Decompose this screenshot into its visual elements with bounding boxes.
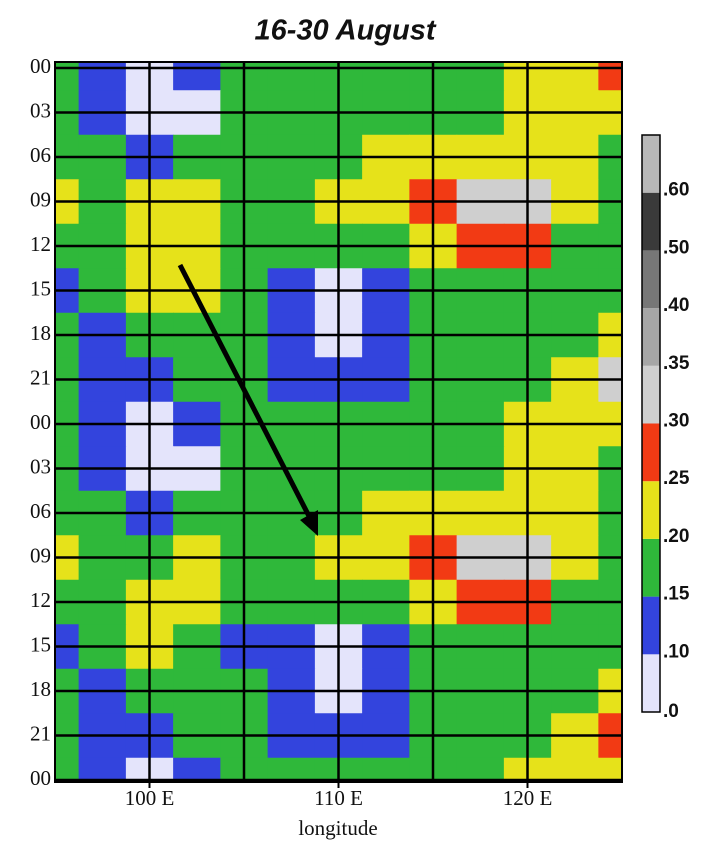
heatmap-cell (267, 757, 316, 782)
colorbar-label: .30 (663, 411, 689, 432)
y-tick-label: 00 (30, 410, 51, 434)
colorbar-frame (641, 134, 661, 713)
y-tick-label: 15 (30, 276, 51, 300)
y-tick-label: 12 (30, 588, 51, 612)
x-tick-label: 110 E (314, 786, 363, 810)
y-tick-label: 09 (30, 543, 51, 567)
colorbar-label: .20 (663, 526, 689, 547)
colorbar-segment (642, 423, 660, 482)
y-tick-label: 03 (30, 98, 51, 122)
colorbar-label: .15 (663, 584, 690, 605)
y-tick-label: 06 (30, 499, 51, 523)
colorbar-segment (642, 481, 660, 539)
heatmap-cell (598, 757, 622, 782)
y-tick-label: 18 (30, 321, 51, 345)
colorbar-label: .50 (663, 237, 689, 258)
colorbar-segment (642, 135, 660, 193)
colorbar-label: .0 (663, 701, 679, 722)
heatmap-cell (78, 757, 127, 782)
colorbar-segment (642, 250, 660, 309)
colorbar-segment (642, 308, 660, 366)
colorbar-segment (642, 596, 660, 655)
y-tick-label: 03 (30, 454, 51, 478)
colorbar-label: .60 (663, 180, 689, 201)
colorbar-label: .25 (663, 468, 690, 489)
heatmap-cell (551, 757, 599, 782)
y-tick-label: 15 (30, 632, 51, 656)
heatmap-cell (55, 757, 80, 782)
heatmap-cell (362, 757, 410, 782)
chart-title: 16-30 August (254, 15, 436, 47)
y-tick-label: 09 (30, 187, 51, 211)
annotation-arrow (177, 263, 315, 524)
y-tick-label: 06 (30, 143, 51, 167)
y-tick-label: 21 (30, 365, 51, 389)
colorbar-segment (642, 192, 660, 251)
x-tick-label: 120 E (503, 786, 553, 810)
y-tick-label: 00 (30, 54, 51, 78)
colorbar-label: .35 (663, 353, 690, 374)
y-tick-label: 18 (30, 677, 51, 701)
colorbar-segment (642, 654, 660, 712)
colorbar-segment (642, 365, 660, 424)
x-axis-label: longitude (298, 816, 377, 840)
y-tick-label: 21 (30, 721, 51, 745)
colorbar-label: .40 (663, 295, 689, 316)
plot-frame (54, 61, 623, 783)
colorbar-label: .10 (663, 641, 689, 662)
arrow-head (300, 510, 318, 536)
x-tick-label: 100 E (125, 786, 175, 810)
y-tick-label: 00 (30, 766, 51, 790)
y-tick-label: 12 (30, 232, 51, 256)
heatmap-cell (456, 757, 505, 782)
colorbar-segment (642, 538, 660, 597)
heatmap-cell (173, 757, 221, 782)
